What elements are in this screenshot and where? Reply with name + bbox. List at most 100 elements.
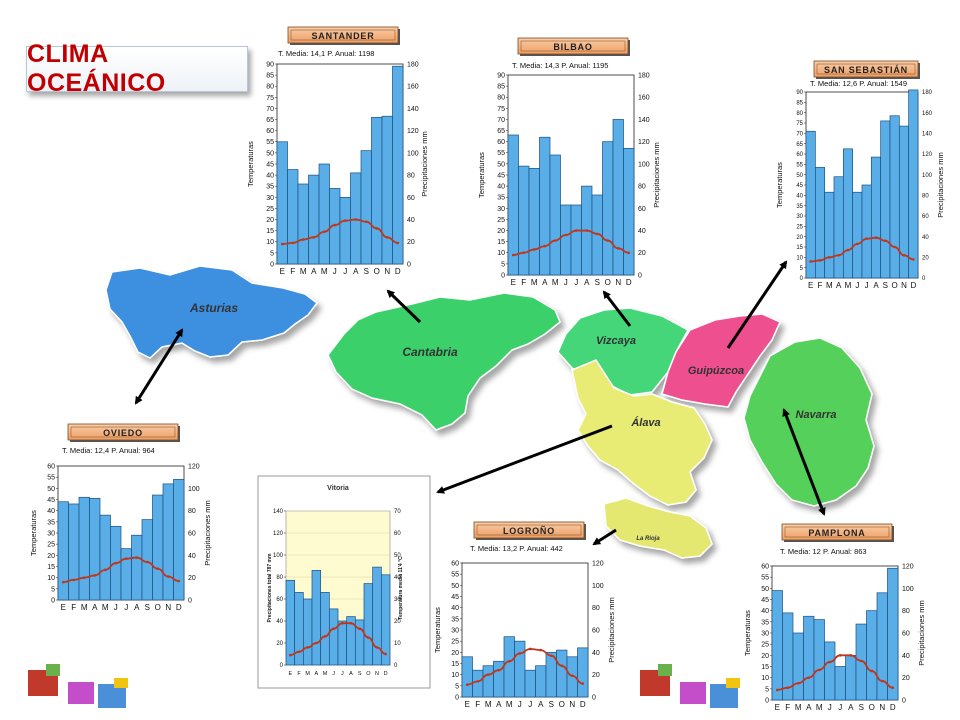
tick-label-left: 90 bbox=[497, 72, 505, 79]
month-label: O bbox=[374, 267, 380, 276]
month-label: E bbox=[288, 671, 292, 677]
tick-label-right: 100 bbox=[592, 583, 604, 590]
tick-label-right: 60 bbox=[188, 530, 196, 537]
temp-point-santander-10 bbox=[385, 236, 389, 239]
tick-label-left: 70 bbox=[497, 117, 505, 124]
month-label: A bbox=[848, 703, 854, 712]
region-cantabria bbox=[327, 292, 561, 431]
tick-label-left: 40 bbox=[266, 173, 274, 180]
tick-label-left: 20 bbox=[761, 653, 769, 660]
month-label: F bbox=[290, 267, 295, 276]
month-label: O bbox=[366, 671, 371, 677]
tick-label-right: 100 bbox=[188, 486, 200, 493]
tick-label-right: 120 bbox=[922, 152, 933, 158]
month-label: O bbox=[155, 603, 161, 612]
temp-point-vitoria-5 bbox=[332, 627, 335, 630]
title-tag-pamplona bbox=[781, 523, 893, 541]
tick-label-left: 85 bbox=[796, 100, 803, 106]
tick-label-left: 40 bbox=[276, 619, 283, 625]
bar-oviedo-10 bbox=[162, 483, 174, 601]
month-label: M bbox=[323, 671, 328, 677]
month-label: A bbox=[873, 281, 879, 290]
bar-bilbao-11 bbox=[623, 147, 635, 276]
month-label: F bbox=[297, 671, 301, 677]
temp-point-bilbao-0 bbox=[511, 253, 515, 257]
temp-point-vitoria-0 bbox=[289, 653, 292, 657]
tick-label-left: 35 bbox=[796, 204, 803, 210]
month-label: N bbox=[165, 603, 171, 612]
tick-label-left: 80 bbox=[276, 575, 283, 581]
bar-oviedo-2 bbox=[78, 496, 90, 601]
month-label: D bbox=[626, 278, 632, 287]
tick-label-right: 0 bbox=[902, 697, 906, 704]
tick-label-left: 45 bbox=[266, 161, 274, 168]
axis-title-right-oviedo: Precipitaciones mm bbox=[203, 500, 212, 565]
tick-label-right: 70 bbox=[394, 509, 401, 515]
title-tag-inner-sansebastian bbox=[816, 63, 916, 75]
chart-santander: SANTANDER T. Media: 14,1 P. Anual: 1198 0 5… bbox=[246, 26, 429, 276]
tick-label-left: 5 bbox=[270, 250, 274, 257]
month-label: M bbox=[795, 703, 802, 712]
chart-title-oviedo: OVIEDO bbox=[103, 428, 143, 438]
bar-bilbao-9 bbox=[602, 141, 614, 276]
bar-santander-2 bbox=[297, 183, 309, 265]
tick-label-left: 55 bbox=[497, 150, 505, 157]
bar-sansebastian-0 bbox=[805, 130, 816, 279]
bar-sansebastian-6 bbox=[861, 184, 872, 279]
temp-point-oviedo-1 bbox=[72, 578, 76, 582]
tick-label-right: 0 bbox=[922, 276, 926, 282]
month-label: M bbox=[321, 267, 328, 276]
tick-label-right: 40 bbox=[592, 650, 600, 657]
axis-title-right-bilbao: Precipitaciones mm bbox=[652, 142, 661, 207]
bar-logrono-9 bbox=[556, 649, 568, 698]
month-label: E bbox=[511, 278, 516, 287]
tick-label-right: 10 bbox=[394, 641, 401, 647]
temp-point-pamplona-3 bbox=[807, 676, 811, 679]
month-label: N bbox=[569, 700, 575, 709]
month-label: J bbox=[865, 281, 869, 290]
temp-point-santander-4 bbox=[322, 230, 326, 234]
temp-point-santander-5 bbox=[333, 223, 337, 227]
bar-vitoria-0 bbox=[285, 579, 296, 666]
bar-logrono-1 bbox=[472, 669, 484, 698]
tick-label-right: 120 bbox=[407, 128, 419, 135]
temp-point-logrono-11 bbox=[581, 682, 585, 685]
tick-label-left: 60 bbox=[761, 563, 769, 570]
tick-label-right: 20 bbox=[394, 619, 401, 625]
bar-oviedo-4 bbox=[99, 514, 111, 601]
month-label: A bbox=[353, 267, 359, 276]
tick-label-right: 60 bbox=[394, 531, 401, 537]
chart-title-logrono: LOGROÑO bbox=[503, 526, 555, 536]
tick-label-left: 0 bbox=[270, 261, 274, 268]
tick-label-left: 40 bbox=[796, 193, 803, 199]
bar-logrono-6 bbox=[524, 669, 536, 698]
tick-label-right: 60 bbox=[592, 627, 600, 634]
tick-label-left: 20 bbox=[451, 650, 459, 657]
tick-label-right: 20 bbox=[592, 672, 600, 679]
axis-title-right-sansebastian: Precipitaciones mm bbox=[936, 152, 945, 217]
arrow-asturias-oviedo bbox=[134, 328, 184, 405]
tick-label-right: 140 bbox=[407, 106, 419, 113]
tick-label-left: 55 bbox=[796, 162, 803, 168]
month-label: E bbox=[808, 281, 813, 290]
month-label: J bbox=[574, 278, 578, 287]
tick-label-right: 80 bbox=[188, 508, 196, 515]
tick-label-right: 30 bbox=[394, 597, 401, 603]
chart-pamplona: PAMPLONA T. Media: 12 P. Anual: 863 0 5 10 15… bbox=[743, 523, 926, 712]
temp-point-pamplona-1 bbox=[786, 686, 790, 690]
tick-label-left: 10 bbox=[451, 672, 459, 679]
tick-label-left: 25 bbox=[266, 206, 274, 213]
tick-label-left: 45 bbox=[451, 594, 459, 601]
title-tag-inner-bilbao bbox=[520, 40, 626, 52]
month-label: N bbox=[879, 703, 885, 712]
temp-point-oviedo-5 bbox=[114, 561, 118, 565]
temp-point-bilbao-1 bbox=[522, 251, 526, 255]
temp-point-pamplona-6 bbox=[838, 654, 842, 657]
tick-label-left: 50 bbox=[497, 161, 505, 168]
title-tag-inner-pamplona bbox=[784, 526, 890, 538]
region-label-cantabria: Cantabria bbox=[402, 345, 458, 359]
chart-summary-sansebastian: T. Media: 12,6 P. Anual: 1549 bbox=[810, 79, 907, 88]
temp-point-santander-3 bbox=[312, 236, 316, 239]
